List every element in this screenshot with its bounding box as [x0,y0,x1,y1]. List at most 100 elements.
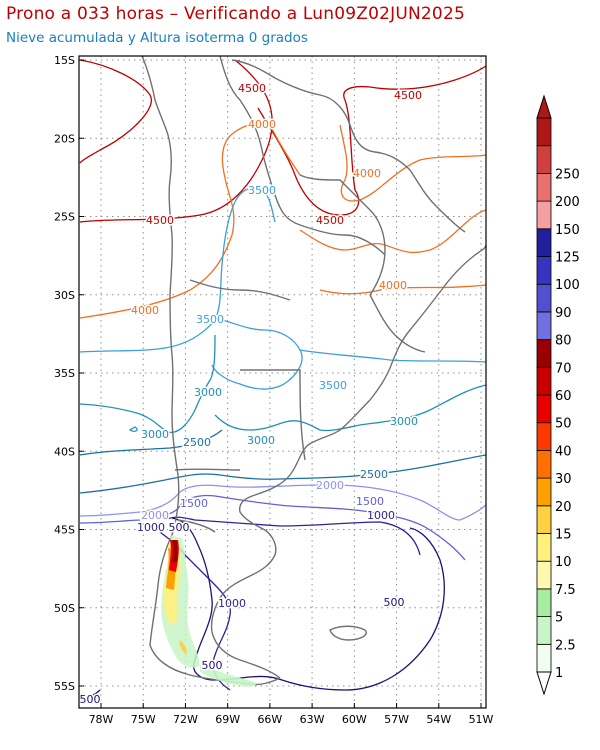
contour-label: 2000 [316,479,344,492]
snow-accumulation-shading [161,535,257,687]
contour-3000-east [214,384,487,432]
contour-label: 500 [169,521,190,534]
lon-tick-label: 75W [131,713,156,726]
contour-3500-west [79,187,276,353]
contour-500-main [171,517,445,691]
argentina-provinces [239,369,306,461]
malvinas-islands [329,625,367,641]
chubut-line [174,468,241,471]
colorbar-level-label: 70 [555,361,572,376]
contour-label: 2000 [141,509,169,522]
colorbar-level-label: 2.5 [555,638,576,653]
bolivia-argentina-border [239,99,386,256]
contour-2000 [79,484,487,521]
colorbar-swatch [536,643,552,673]
colorbar-boxes [536,94,552,696]
map-frame [78,55,487,709]
contour-4000-west [79,122,271,319]
colorbar-level-label: 5 [555,611,563,626]
contour-label: 3500 [196,313,224,326]
contour-4500-west [79,59,273,223]
contour-label: 4000 [353,167,381,180]
colorbar-swatch [536,588,552,618]
colorbar-level-label: 150 [555,223,580,238]
colorbar-level-label: 40 [555,444,572,459]
colorbar-swatch [536,117,552,147]
contour-label: 500 [202,659,223,672]
lat-tick-label: 15S [54,54,75,67]
contour-label: 1500 [180,497,208,510]
map-subtitle: Nieve acumulada y Altura isoterma 0 grad… [6,30,308,46]
colorbar-swatch [536,533,552,562]
lon-tick-label: 57W [384,713,409,726]
contour-label: 2500 [183,436,211,449]
bolivia-brazil-border [231,59,466,233]
contour-3500-east [299,349,487,363]
contour-label: 4500 [316,214,344,227]
lat-tick-label: 20S [54,132,75,145]
colorbar-min-arrow [536,671,552,696]
coastline-borders [141,55,487,686]
lon-tick-label: 78W [89,713,114,726]
argentina-province-line [189,279,291,301]
contour-label: 4500 [146,214,174,227]
contour-label: 4000 [131,304,159,317]
graticule [79,56,486,708]
colorbar-level-label: 125 [555,251,580,266]
colorbar-level-label: 15 [555,528,572,543]
contour-1500 [79,494,466,561]
contour-3000-islet [128,426,138,432]
contour-4000-se [319,284,487,295]
colorbar-swatch [536,366,552,396]
contour-4000-mid [269,124,301,176]
lon-tick-label: 66W [257,713,282,726]
colorbar-level-label: 60 [555,389,572,404]
contour-label: 3500 [319,379,347,392]
lon-tick-label: 63W [300,713,325,726]
colorbar-swatch [536,145,552,174]
contour-label: 1500 [356,495,384,508]
colorbar-level-label: 20 [555,500,572,515]
contour-2500-west [79,429,223,456]
lat-tick-label: 45S [54,524,75,537]
map-title: Prono a 033 horas – Verificando a Lun09Z… [6,4,465,24]
lon-tick-label: 51W [469,713,494,726]
colorbar-swatch [536,560,552,590]
contour-label: 3000 [141,428,169,441]
contour-label: 4500 [238,82,266,95]
colorbar-level-label: 7.5 [555,583,576,598]
pacific-coastline [141,55,281,686]
colorbar-level-label: 1 [555,666,563,681]
colorbar-swatch [536,283,552,313]
lat-tick-label: 55S [54,680,75,693]
colorbar-swatch [536,339,552,368]
latitude-ticks: 15S 20S 25S 30S 35S 40S 45S 50S 55S [54,54,84,693]
colorbar-level-label: 100 [555,278,580,293]
freezing-level-contours [79,59,487,701]
contour-label: 4000 [248,118,276,131]
colorbar-level-label: 90 [555,306,572,321]
lat-tick-label: 40S [54,445,75,458]
contour-4500-east [257,65,487,216]
colorbar-level-label: 30 [555,472,572,487]
contour-3500-mid [211,319,303,390]
santa-cruz-line [177,519,216,533]
colorbar-swatch [536,200,552,230]
contour-label: 3000 [247,434,275,447]
colorbar-swatch [536,477,552,507]
atlantic-coastline [210,244,487,679]
contour-label: 3000 [194,386,222,399]
colorbar-level-label: 80 [555,334,572,349]
contour-label: 1000 [218,597,246,610]
contour-label: 2500 [360,468,388,481]
lat-tick-label: 30S [54,289,75,302]
colorbar-level-label: 10 [555,555,572,570]
contour-label: 4000 [379,279,407,292]
colorbar-swatch [536,449,552,479]
longitude-ticks: 78W 75W 72W 69W 66W 63W 60W 57W 54W 51W [89,703,494,726]
contour-labels: 4500 4500 4500 4500 4000 4000 4000 4000 … [78,81,424,708]
contour-3000-west [79,334,216,433]
colorbar-max-arrow [536,94,552,119]
contour-label: 3500 [248,184,276,197]
